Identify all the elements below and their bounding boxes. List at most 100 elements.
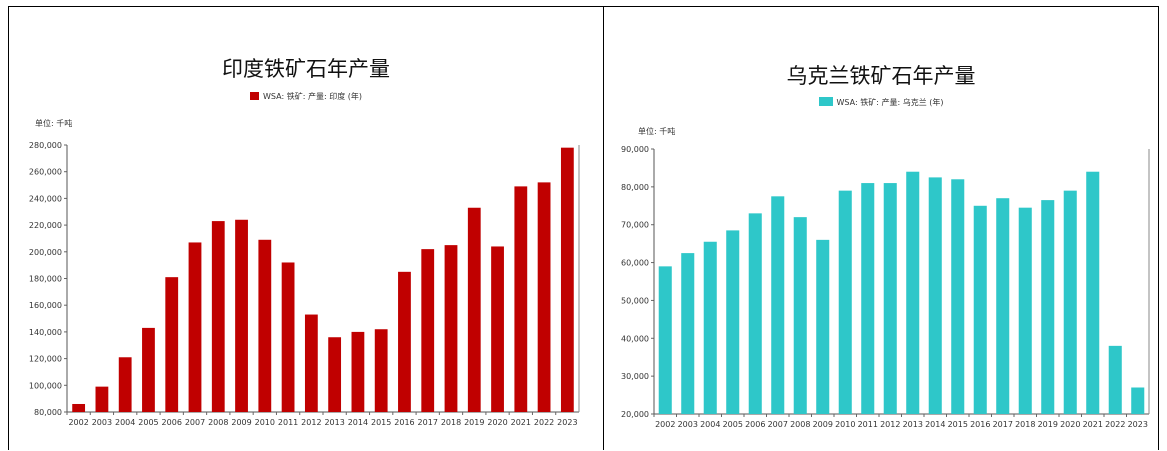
x-tick-label: 2008 bbox=[790, 420, 810, 429]
x-tick-label: 2007 bbox=[185, 418, 205, 427]
chart-legend: WSA: 铁矿: 产量: 乌克兰 (年) bbox=[604, 97, 1158, 108]
x-tick-label: 2017 bbox=[993, 420, 1013, 429]
bar bbox=[258, 239, 272, 412]
x-tick-label: 2005 bbox=[138, 418, 158, 427]
bar bbox=[838, 190, 852, 414]
y-tick-label: 200,000 bbox=[29, 248, 62, 257]
x-tick-label: 2021 bbox=[1083, 420, 1103, 429]
bar bbox=[1018, 207, 1032, 414]
bar bbox=[398, 271, 411, 412]
y-tick-label: 40,000 bbox=[621, 334, 649, 343]
x-tick-label: 2004 bbox=[700, 420, 720, 429]
bar bbox=[142, 327, 155, 412]
x-tick-label: 2009 bbox=[813, 420, 833, 429]
bar bbox=[304, 314, 318, 412]
x-tick-label: 2002 bbox=[68, 418, 88, 427]
x-tick-label: 2017 bbox=[418, 418, 438, 427]
bar bbox=[861, 183, 875, 414]
y-tick-label: 220,000 bbox=[29, 221, 62, 230]
bar bbox=[211, 221, 225, 412]
x-tick-label: 2002 bbox=[655, 420, 675, 429]
x-tick-label: 2004 bbox=[115, 418, 135, 427]
bar bbox=[996, 198, 1010, 414]
bar bbox=[928, 177, 942, 414]
x-tick-label: 2020 bbox=[1060, 420, 1080, 429]
x-tick-label: 2016 bbox=[970, 420, 990, 429]
bar bbox=[726, 230, 740, 414]
x-tick-label: 2011 bbox=[278, 418, 298, 427]
chart-title: 印度铁矿石年产量 bbox=[222, 57, 390, 81]
x-tick-label: 2018 bbox=[1015, 420, 1035, 429]
x-tick-label: 2019 bbox=[464, 418, 484, 427]
y-tick-label: 140,000 bbox=[29, 328, 62, 337]
y-tick-label: 160,000 bbox=[29, 301, 62, 310]
bar bbox=[771, 196, 785, 414]
bar bbox=[328, 337, 342, 412]
chart-legend: WSA: 铁矿: 产量: 印度 (年) bbox=[9, 91, 603, 102]
bar bbox=[351, 331, 365, 412]
bar bbox=[681, 253, 695, 414]
y-tick-label: 60,000 bbox=[621, 259, 649, 268]
x-tick-label: 2007 bbox=[768, 420, 788, 429]
bar bbox=[816, 239, 830, 414]
y-tick-label: 50,000 bbox=[621, 296, 649, 305]
bar bbox=[1086, 171, 1100, 414]
x-tick-label: 2006 bbox=[745, 420, 765, 429]
ukraine-chart-panel: 乌克兰铁矿石年产量 WSA: 铁矿: 产量: 乌克兰 (年) 单位: 千吨 20… bbox=[603, 6, 1159, 450]
chart-title: 乌克兰铁矿石年产量 bbox=[786, 64, 976, 88]
x-tick-label: 2003 bbox=[678, 420, 698, 429]
ukraine-bar-chart: 20,000 30,000 40,000 50,000 60,000 70,000 80,0… bbox=[621, 145, 1150, 429]
y-tick-label: 90,000 bbox=[621, 145, 649, 154]
bar bbox=[281, 262, 295, 412]
x-tick-label: 2020 bbox=[487, 418, 507, 427]
y-tick-label: 240,000 bbox=[29, 194, 62, 203]
bar bbox=[883, 183, 897, 414]
x-tick-label: 2016 bbox=[394, 418, 414, 427]
bar bbox=[444, 245, 458, 412]
x-tick-label: 2014 bbox=[348, 418, 368, 427]
bar bbox=[514, 186, 528, 412]
y-tick-label: 260,000 bbox=[29, 168, 62, 177]
bar bbox=[560, 147, 574, 413]
bar bbox=[118, 357, 132, 412]
bar bbox=[95, 386, 109, 412]
bar bbox=[1063, 190, 1077, 414]
y-tick-label: 70,000 bbox=[621, 221, 649, 230]
legend-label: WSA: 铁矿: 产量: 乌克兰 (年) bbox=[836, 98, 944, 107]
bar bbox=[491, 246, 504, 412]
x-tick-label: 2010 bbox=[835, 420, 855, 429]
bar bbox=[165, 277, 179, 412]
x-tick-label: 2010 bbox=[255, 418, 275, 427]
unit-label: 单位: 千吨 bbox=[638, 127, 676, 136]
x-tick-label: 2023 bbox=[1128, 420, 1148, 429]
bar bbox=[537, 182, 551, 412]
x-tick-label: 2011 bbox=[858, 420, 878, 429]
y-tick-label: 80,000 bbox=[621, 183, 649, 192]
legend-swatch bbox=[250, 92, 260, 100]
bar bbox=[235, 219, 248, 412]
bar bbox=[188, 242, 202, 412]
x-tick-label: 2018 bbox=[441, 418, 461, 427]
bar bbox=[658, 266, 672, 414]
india-bar-chart: 80,000 100,000 120,000 140,000 160,000 180,00… bbox=[29, 141, 580, 427]
y-tick-label: 30,000 bbox=[621, 372, 649, 381]
x-tick-label: 2015 bbox=[948, 420, 968, 429]
bar bbox=[467, 207, 481, 412]
x-tick-label: 2006 bbox=[162, 418, 182, 427]
bar bbox=[748, 213, 762, 414]
x-tick-label: 2012 bbox=[301, 418, 321, 427]
x-tick-label: 2005 bbox=[723, 420, 743, 429]
y-tick-label: 20,000 bbox=[621, 410, 649, 419]
x-tick-label: 2019 bbox=[1038, 420, 1058, 429]
x-tick-label: 2014 bbox=[925, 420, 945, 429]
bar bbox=[1041, 200, 1055, 414]
y-tick-label: 80,000 bbox=[34, 408, 62, 417]
x-tick-label: 2013 bbox=[903, 420, 923, 429]
x-tick-label: 2015 bbox=[371, 418, 391, 427]
bar bbox=[951, 179, 965, 414]
x-tick-label: 2012 bbox=[880, 420, 900, 429]
y-tick-label: 100,000 bbox=[29, 381, 62, 390]
bar bbox=[421, 249, 435, 412]
bar bbox=[72, 403, 86, 412]
